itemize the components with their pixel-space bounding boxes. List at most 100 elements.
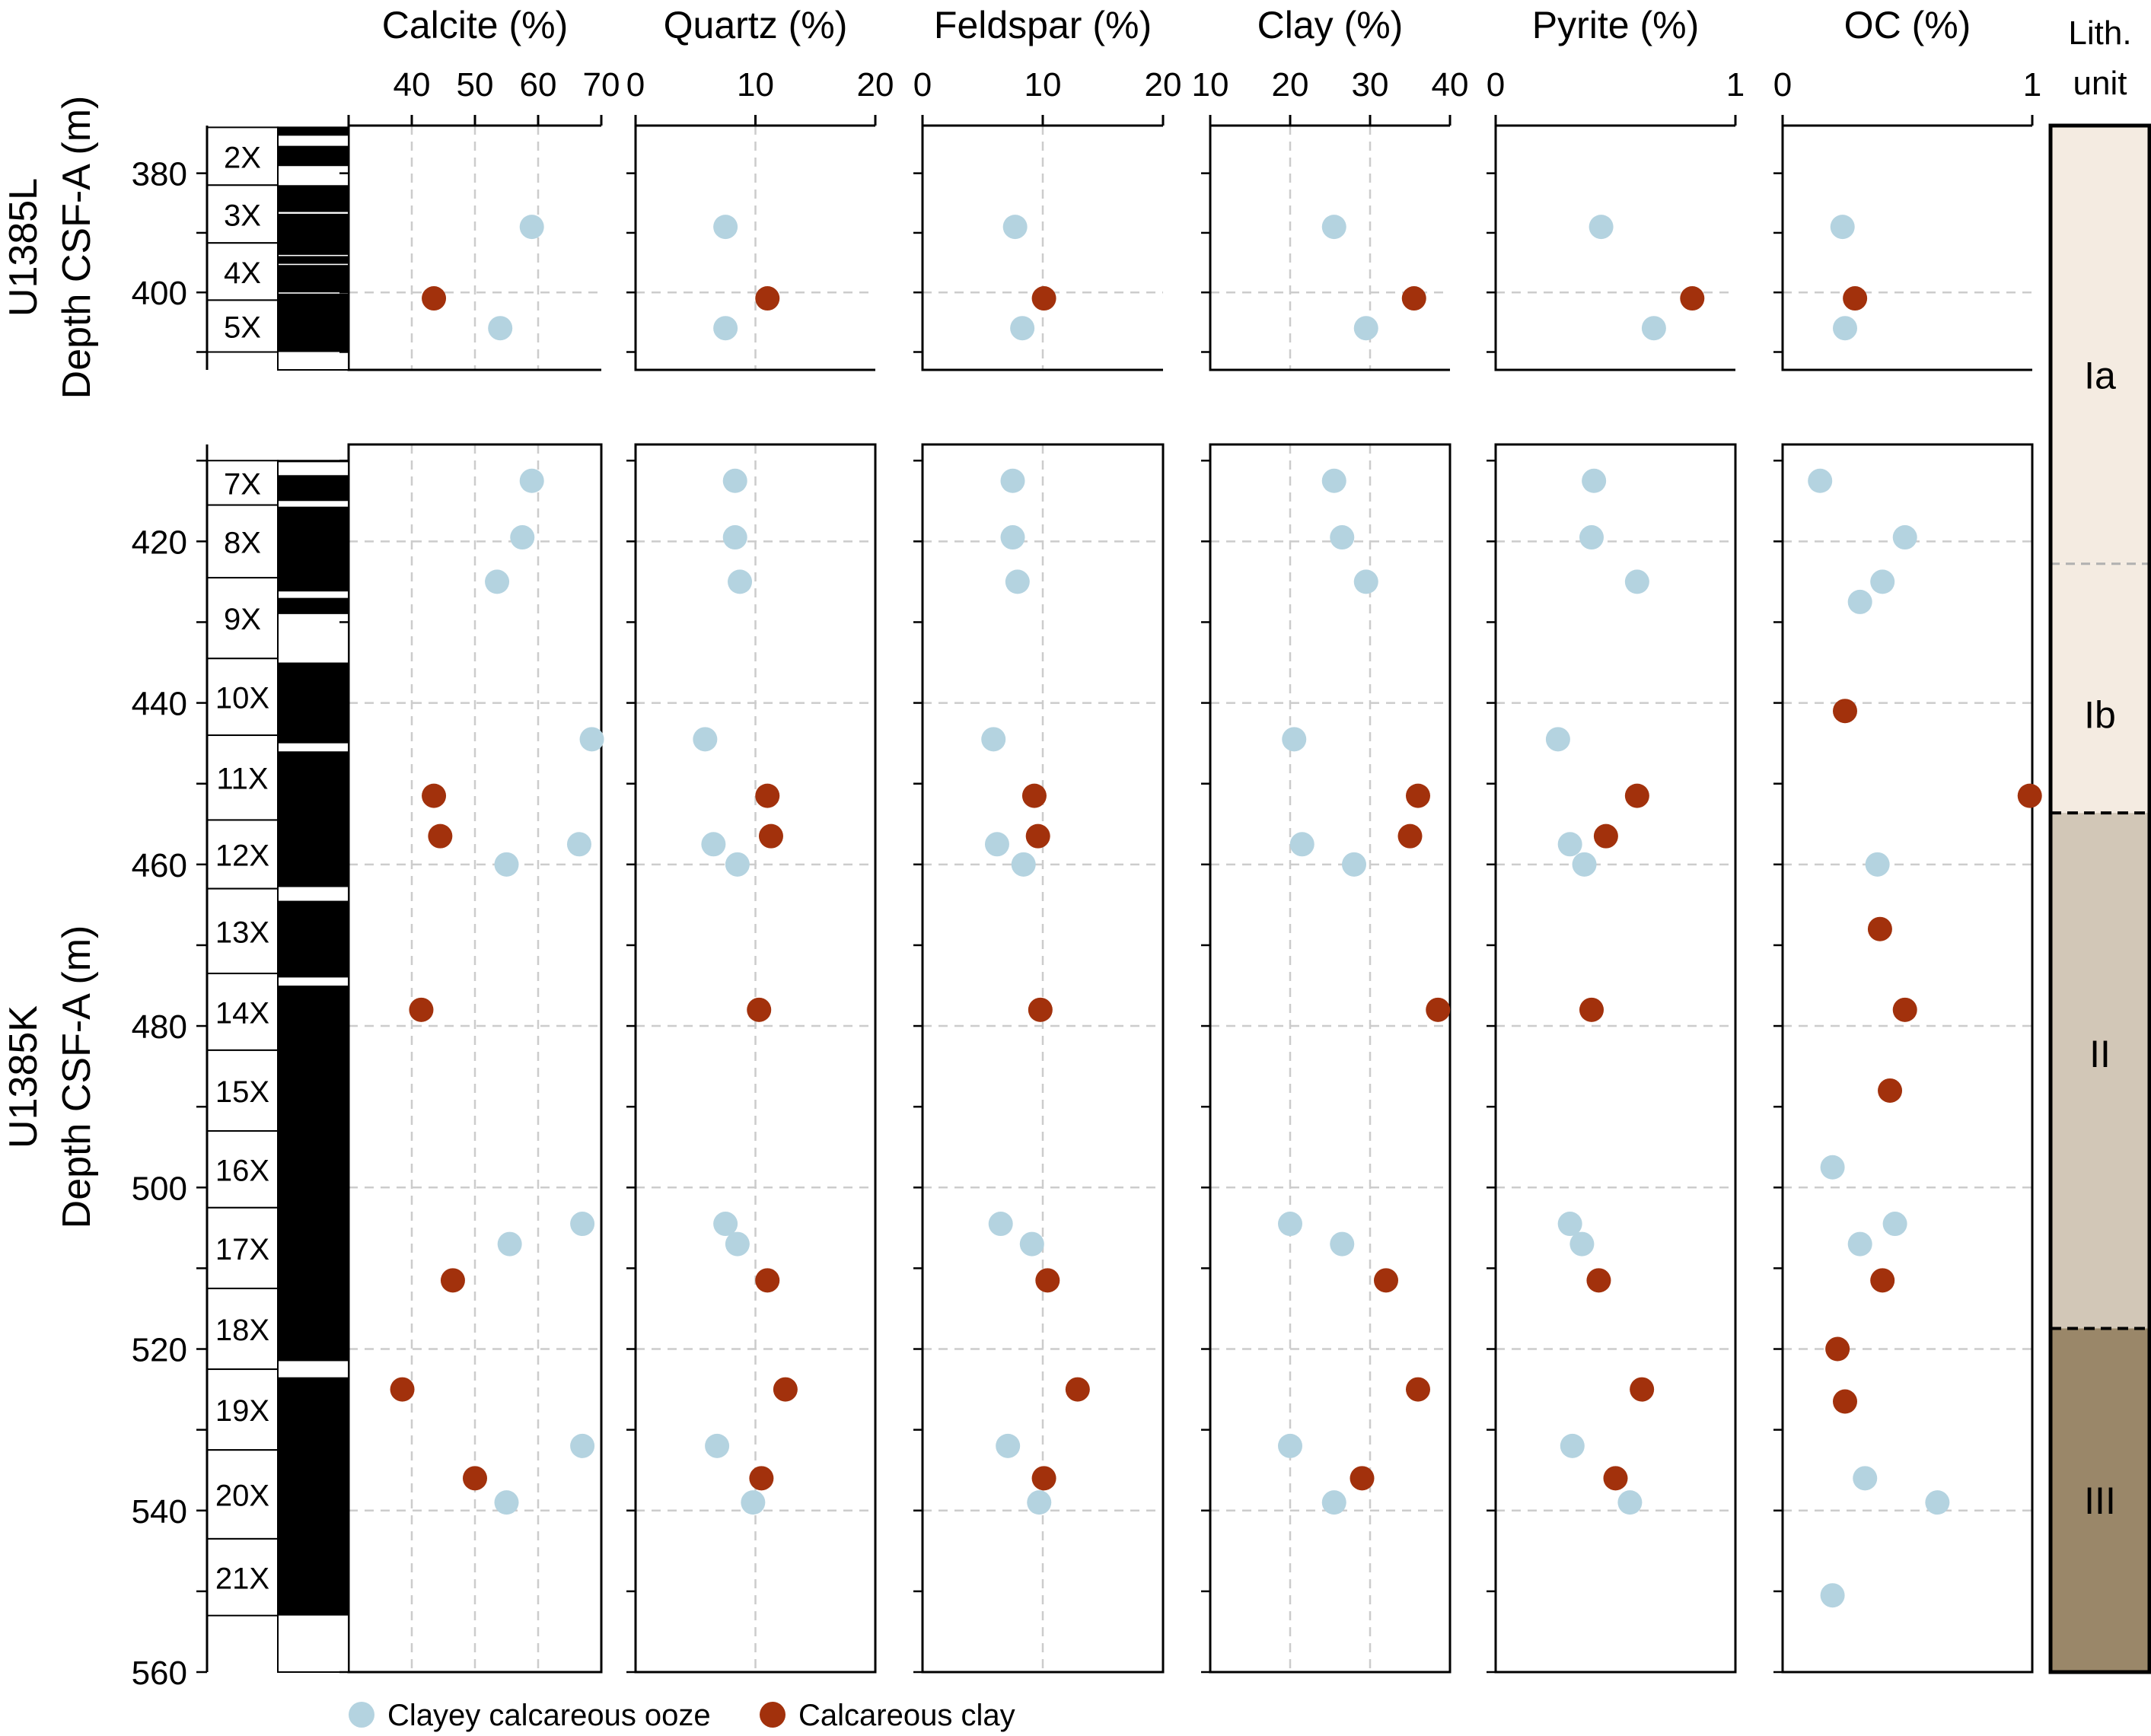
core-label: 2X [224, 141, 261, 174]
lith-unit-title-line-1: Lith. [2068, 14, 2131, 52]
lith-unit-label-iii: III [2084, 1480, 2116, 1522]
point-quartz-clayey-calcareous-ooze [728, 569, 753, 594]
core-label: 15X [215, 1075, 269, 1109]
point-feldspar-clayey-calcareous-ooze [981, 727, 1006, 752]
point-quartz-calcareous-clay [749, 1466, 774, 1491]
core-box-bottom [206, 1287, 279, 1371]
point-calcite-calcareous-clay [422, 286, 447, 311]
point-oc-calcareous-clay [1870, 1268, 1895, 1293]
point-pyrite-clayey-calcareous-ooze [1569, 1231, 1595, 1257]
point-feldspar-clayey-calcareous-ooze [1027, 1490, 1052, 1515]
point-clay-calcareous-clay [1401, 286, 1426, 311]
point-clay-calcareous-clay [1397, 823, 1423, 849]
core-label: 12X [215, 839, 269, 873]
x-tick-label-oc: 0 [1773, 66, 1792, 104]
x-tick-label-calcite: 50 [457, 66, 494, 104]
core-recovery [278, 460, 349, 463]
x-tick-label-clay: 40 [1432, 66, 1469, 104]
core-recovery [278, 985, 349, 1362]
point-clay-calcareous-clay [1426, 997, 1451, 1022]
point-calcite-clayey-calcareous-ooze [566, 832, 591, 857]
point-clay-clayey-calcareous-ooze [1278, 1433, 1302, 1458]
point-pyrite-calcareous-clay [1680, 286, 1705, 311]
point-quartz-clayey-calcareous-ooze [693, 727, 718, 752]
point-feldspar-clayey-calcareous-ooze [1019, 1231, 1044, 1257]
point-pyrite-calcareous-clay [1630, 1377, 1655, 1402]
core-recovery [278, 900, 349, 978]
point-oc-calcareous-clay [1892, 997, 1917, 1022]
point-oc-clayey-calcareous-ooze [1820, 1155, 1845, 1180]
point-feldspar-clayey-calcareous-ooze [996, 1433, 1021, 1458]
y-tick-label-bottom: 500 [132, 1170, 187, 1207]
core-recovery [278, 1377, 349, 1616]
point-oc-calcareous-clay [1825, 1336, 1850, 1362]
x-tick-label-clay: 20 [1272, 66, 1309, 104]
lith-unit-band-ii [2051, 813, 2149, 1329]
lith-unit-band-ib [2051, 563, 2149, 814]
point-clay-clayey-calcareous-ooze [1321, 468, 1346, 493]
point-clay-calcareous-clay [1406, 1377, 1430, 1402]
point-calcite-clayey-calcareous-ooze [494, 1490, 519, 1515]
frame-bottom-pyrite [1494, 443, 1737, 1674]
point-oc-clayey-calcareous-ooze [1833, 316, 1857, 341]
point-calcite-calcareous-clay [390, 1377, 415, 1402]
point-calcite-clayey-calcareous-ooze [497, 1231, 522, 1257]
point-quartz-calcareous-clay [755, 783, 780, 808]
lith-unit-label-ii: II [2089, 1033, 2111, 1075]
y-tick-label-bottom: 540 [132, 1493, 187, 1531]
point-oc-calcareous-clay [1843, 286, 1868, 311]
point-quartz-clayey-calcareous-ooze [741, 1490, 766, 1515]
core-columns-layer: 2X 3X 4X 5X 7X 8X 9X 10X 11X 12X 13X 14X 15X 16X 17X 18… [206, 126, 349, 1674]
core-box-bottom [206, 577, 279, 660]
core-recovery [278, 475, 349, 502]
x-tick-label-calcite: 70 [583, 66, 620, 104]
point-calcite-calcareous-clay [463, 1466, 487, 1491]
point-oc-clayey-calcareous-ooze [1847, 1231, 1872, 1257]
point-quartz-clayey-calcareous-ooze [713, 316, 738, 341]
frame-bottom-quartz [634, 443, 877, 1674]
point-pyrite-calcareous-clay [1593, 823, 1618, 849]
point-clay-clayey-calcareous-ooze [1321, 215, 1346, 240]
frame-bottom-oc [1781, 443, 2034, 1674]
point-quartz-clayey-calcareous-ooze [713, 1212, 738, 1237]
point-feldspar-calcareous-clay [1031, 1466, 1056, 1491]
lith-unit-label-ia: Ia [2084, 354, 2116, 397]
point-feldspar-clayey-calcareous-ooze [1000, 525, 1025, 550]
point-oc-clayey-calcareous-ooze [1820, 1583, 1845, 1608]
point-quartz-calcareous-clay [758, 823, 783, 849]
point-oc-clayey-calcareous-ooze [1882, 1212, 1907, 1237]
y-tick-label-top: 380 [132, 156, 187, 193]
legend-label: Clayey calcareous ooze [387, 1699, 711, 1732]
y-tick-label-bottom: 460 [132, 847, 187, 884]
lith-unit-band-iii [2051, 1328, 2149, 1672]
point-clay-calcareous-clay [1350, 1466, 1375, 1491]
point-quartz-clayey-calcareous-ooze [725, 1231, 750, 1257]
point-feldspar-calcareous-clay [1021, 783, 1047, 808]
core-label: 5X [224, 311, 261, 344]
point-oc-clayey-calcareous-ooze [1853, 1466, 1878, 1491]
point-oc-clayey-calcareous-ooze [1870, 569, 1895, 594]
lith-unit-label-ib: Ib [2084, 693, 2116, 736]
point-feldspar-calcareous-clay [1028, 997, 1053, 1022]
core-recovery [278, 751, 349, 887]
y-tick-label-bottom: 440 [132, 686, 187, 723]
grid-layer [349, 126, 2032, 1672]
point-quartz-calcareous-clay [773, 1377, 798, 1402]
core-box-bottom [206, 1130, 279, 1209]
point-quartz-clayey-calcareous-ooze [722, 468, 747, 493]
point-clay-calcareous-clay [1374, 1268, 1398, 1293]
point-clay-clayey-calcareous-ooze [1282, 727, 1307, 752]
panel-title-clay: Clay (%) [1257, 4, 1404, 46]
point-feldspar-calcareous-clay [1031, 286, 1056, 311]
point-clay-clayey-calcareous-ooze [1342, 852, 1366, 877]
core-label: 7X [224, 467, 261, 501]
point-pyrite-clayey-calcareous-ooze [1545, 727, 1570, 752]
point-oc-calcareous-clay [1867, 916, 1892, 941]
core-box-bottom [206, 1368, 279, 1451]
point-calcite-clayey-calcareous-ooze [519, 468, 544, 493]
point-feldspar-calcareous-clay [1025, 823, 1050, 849]
y-tick-label-bottom: 420 [132, 524, 187, 561]
frame-bottom-feldspar [921, 443, 1165, 1674]
